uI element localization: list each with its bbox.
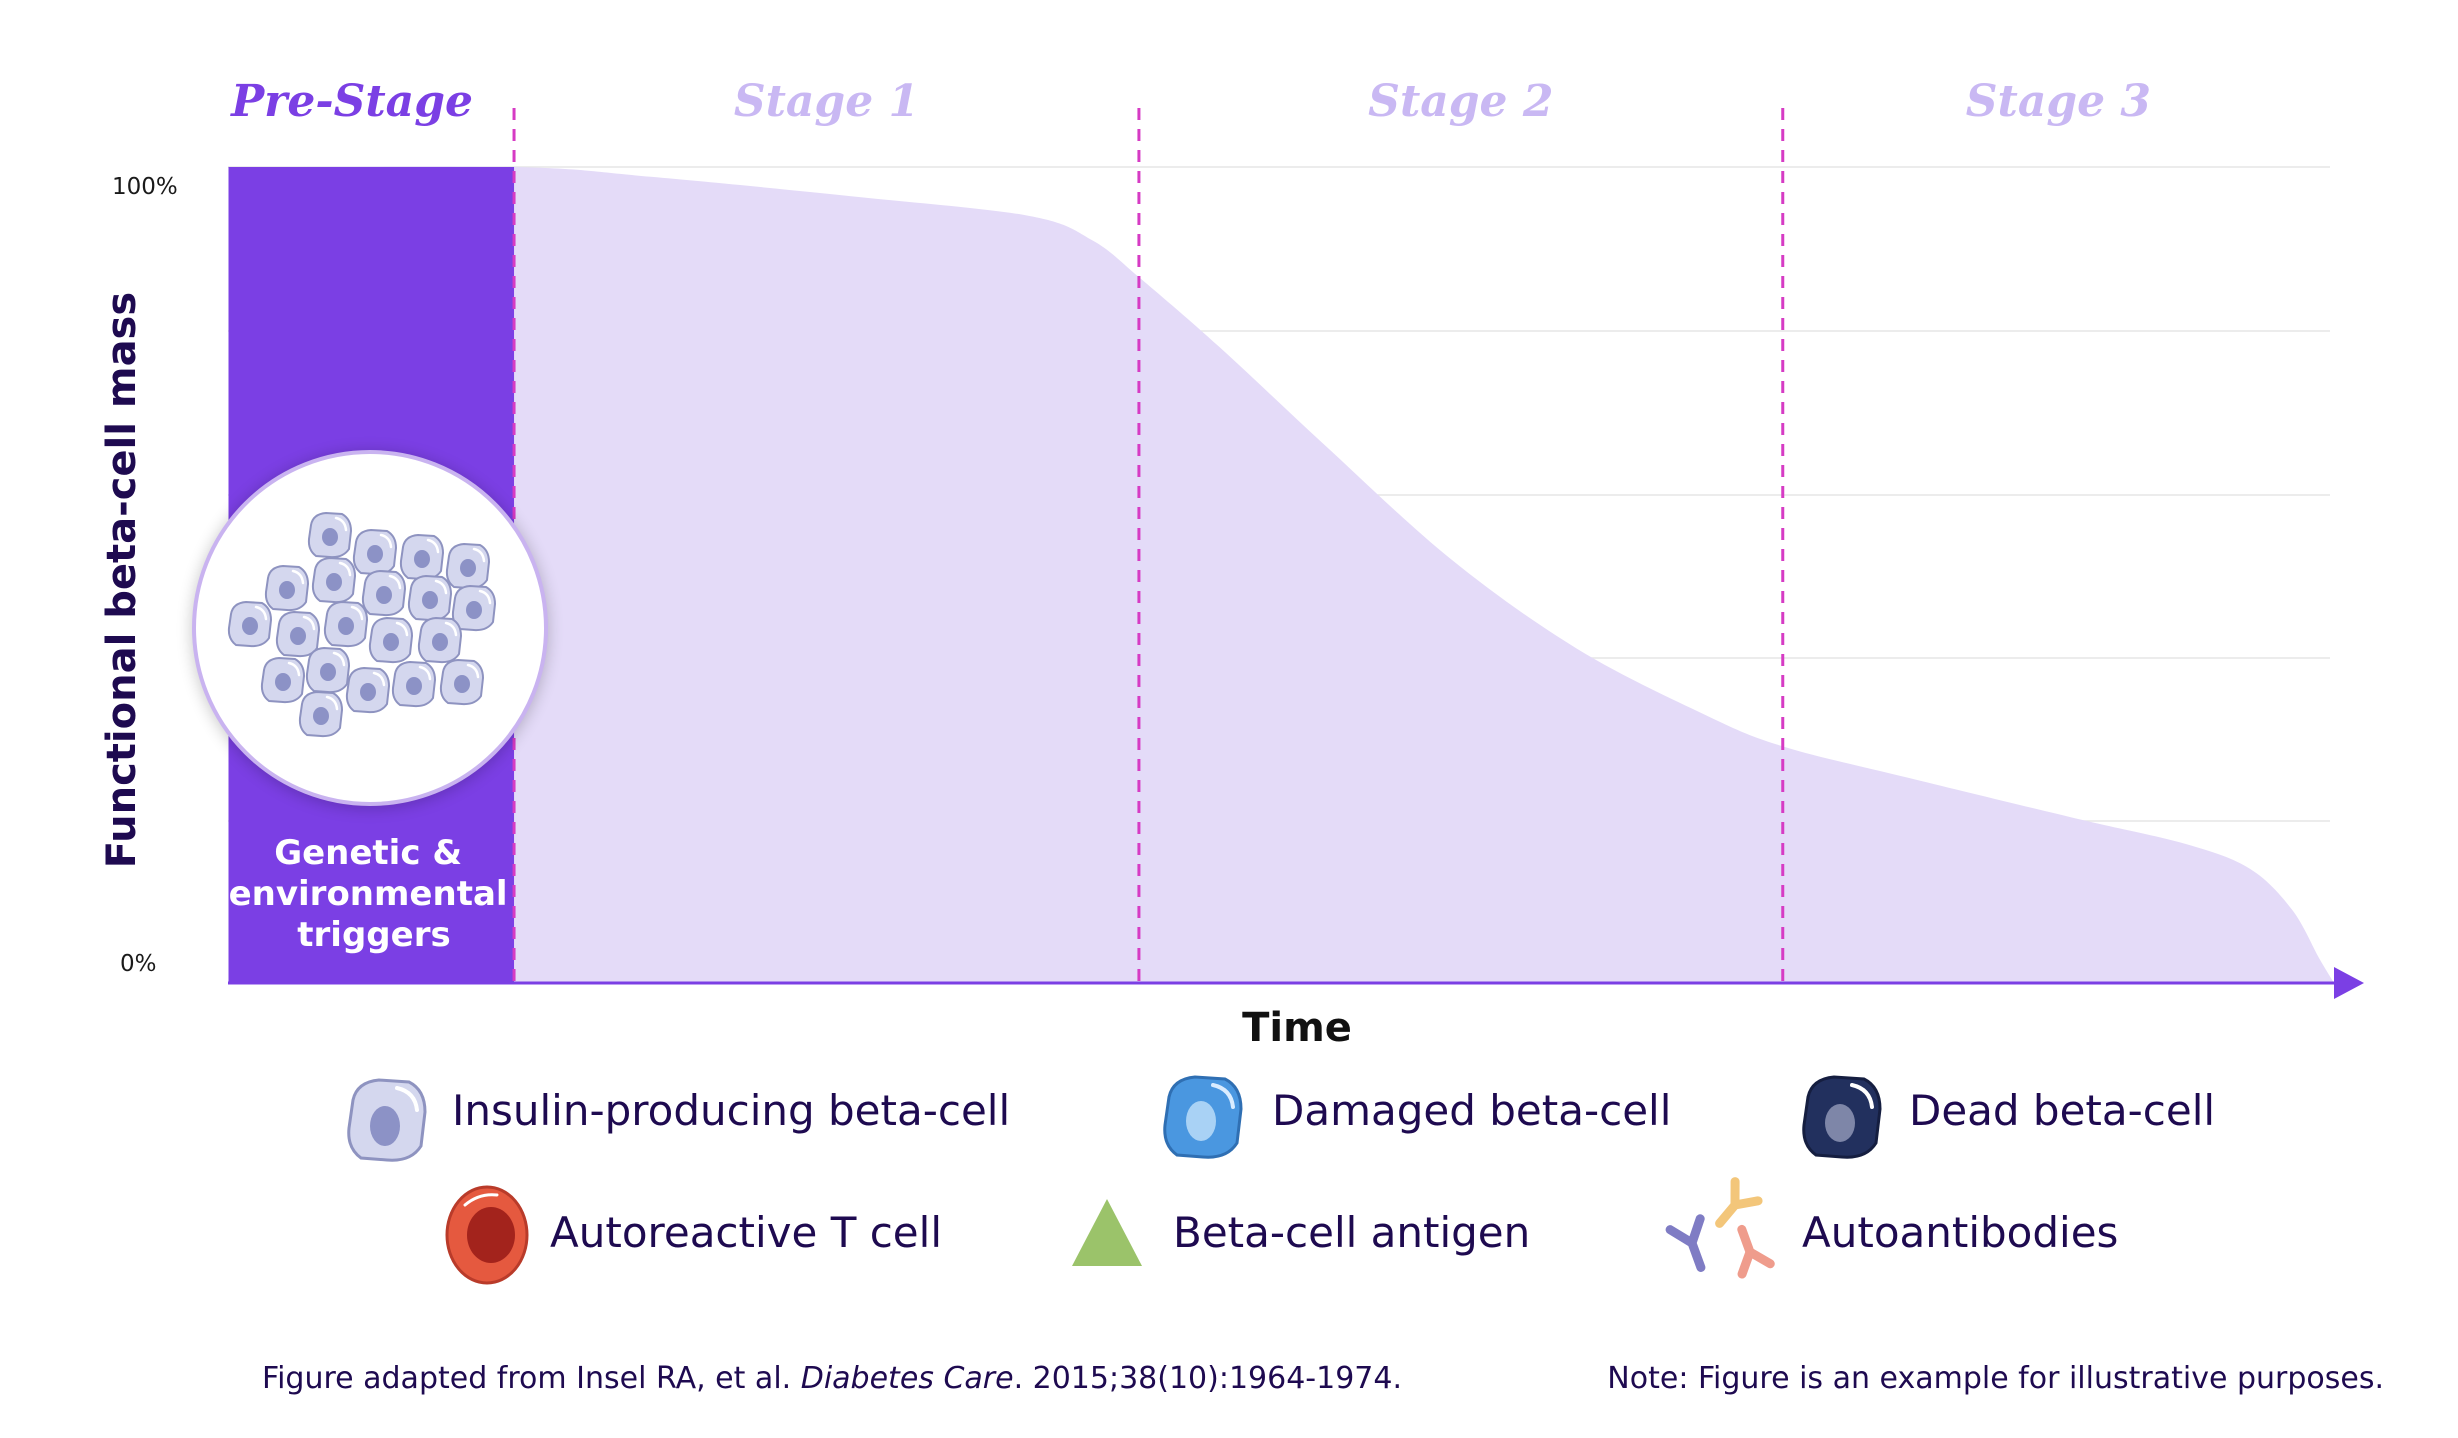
beta-cell-icon xyxy=(352,528,398,576)
beta-cell-icon xyxy=(323,600,369,648)
beta-cell-icon xyxy=(305,646,351,694)
citation-prefix: Figure adapted from Insel RA, et al. xyxy=(262,1361,801,1396)
trigger-line-1: Genetic & xyxy=(274,833,462,873)
y-axis-label: Functional beta-cell mass xyxy=(99,292,145,868)
legend-label-autoantibodies: Autoantibodies xyxy=(1802,1208,2118,1257)
trigger-label: Genetic & environmental triggers xyxy=(229,833,520,955)
beta-cell-antigen-icon xyxy=(1072,1199,1142,1266)
autoreactive-t-cell-icon xyxy=(445,1185,529,1285)
beta-cell-icon xyxy=(368,616,414,664)
legend-label-dead-beta-cell: Dead beta-cell xyxy=(1909,1086,2215,1135)
cluster-circle xyxy=(192,450,548,806)
beta-cell-mass-area xyxy=(230,166,2334,983)
stage-label-pre-stage: Pre-Stage xyxy=(229,76,473,127)
citation-footnote: Figure adapted from Insel RA, et al. Dia… xyxy=(262,1361,1402,1396)
illustrative-note: Note: Figure is an example for illustrat… xyxy=(1607,1361,2384,1396)
insulin-producing-beta-cell-icon xyxy=(347,1078,427,1162)
legend: Insulin-producing beta-cell Damaged beta… xyxy=(347,1075,2215,1285)
y-tick-0: 0% xyxy=(120,951,157,977)
stage-labels: Pre-Stage Stage 1 Stage 2 Stage 3 xyxy=(229,76,2151,127)
stage-label-stage-2: Stage 2 xyxy=(1368,76,1553,127)
beta-cell-icon xyxy=(417,616,463,664)
beta-cell-icon xyxy=(407,574,453,622)
legend-label-beta-cell-antigen: Beta-cell antigen xyxy=(1173,1208,1530,1257)
beta-cell-icon xyxy=(311,556,357,604)
beta-cell-icon xyxy=(445,542,491,590)
beta-cell-icon xyxy=(227,600,273,648)
damaged-beta-cell-icon xyxy=(1163,1075,1243,1159)
beta-cell-cluster xyxy=(192,450,548,808)
beta-cell-icon xyxy=(345,666,391,714)
beta-cell-icon xyxy=(298,690,344,738)
x-axis-label: Time xyxy=(1242,1005,1352,1051)
autoantibodies-icon xyxy=(1665,1177,1775,1279)
beta-cell-icon xyxy=(275,610,321,658)
y-tick-100: 100% xyxy=(112,174,178,200)
cluster-cells xyxy=(227,511,497,738)
beta-cell-icon xyxy=(361,569,407,617)
beta-cell-icon xyxy=(399,533,445,581)
citation-suffix: . 2015;38(10):1964-1974. xyxy=(1014,1361,1402,1396)
beta-cell-icon xyxy=(439,658,485,706)
trigger-line-3: triggers xyxy=(297,915,450,955)
legend-label-insulin-producing-beta-cell: Insulin-producing beta-cell xyxy=(452,1086,1010,1135)
beta-cell-icon xyxy=(307,511,353,559)
beta-cell-icon xyxy=(264,564,310,612)
beta-cell-icon xyxy=(391,660,437,708)
dead-beta-cell-icon xyxy=(1802,1075,1882,1159)
beta-cell-icon xyxy=(260,656,306,704)
citation-journal: Diabetes Care xyxy=(801,1361,1014,1396)
beta-cell-icon xyxy=(451,584,497,632)
legend-label-damaged-beta-cell: Damaged beta-cell xyxy=(1272,1086,1671,1135)
stage-label-stage-1: Stage 1 xyxy=(734,76,919,127)
x-axis-arrow-icon xyxy=(2334,967,2364,999)
trigger-line-2: environmental xyxy=(229,874,508,914)
legend-label-autoreactive-t-cell: Autoreactive T cell xyxy=(550,1208,942,1257)
stage-label-stage-3: Stage 3 xyxy=(1966,76,2151,127)
